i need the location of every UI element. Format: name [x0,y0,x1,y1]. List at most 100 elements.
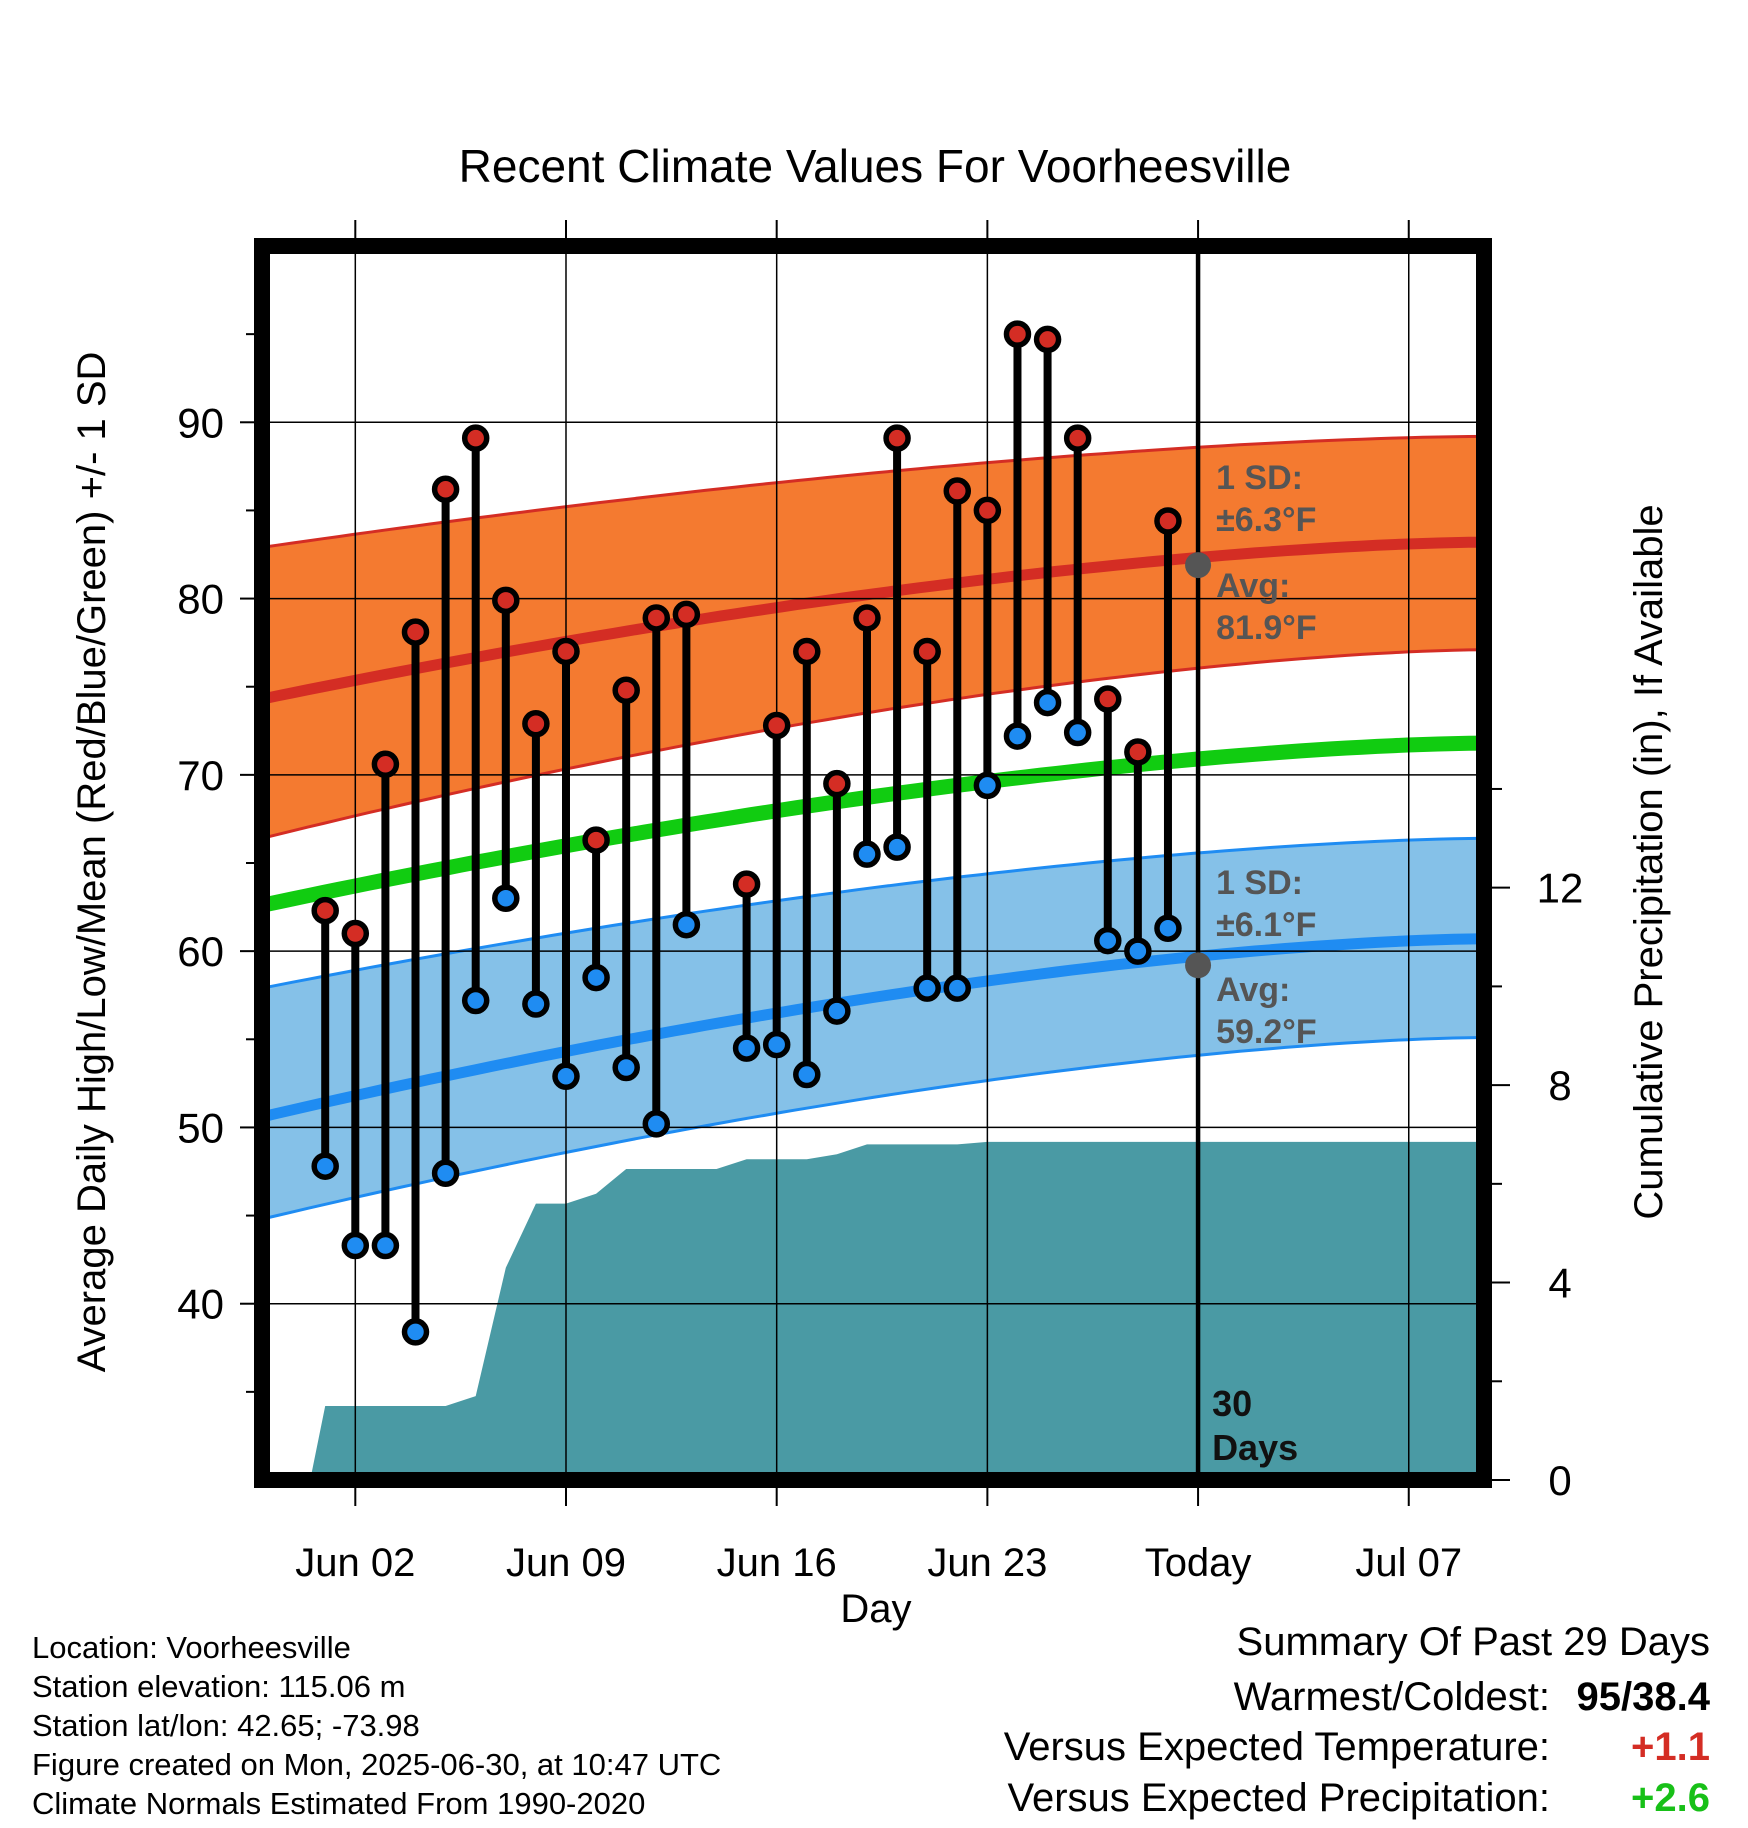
high-avg-value: 81.9°F [1216,609,1317,647]
low-point [823,997,851,1025]
high-band-upper-edge [261,434,1485,549]
x-axis-label: Day [840,1587,911,1631]
created-text: Figure created on Mon, 2025-06-30, at 10… [32,1747,722,1782]
high-point [431,475,460,504]
high-point [612,676,640,704]
today-low-avg-marker [1185,952,1212,979]
high-point [341,919,370,948]
low-point [552,1062,580,1091]
high-sd-label: 1 SD: [1216,459,1303,497]
plot-area: 1 SD: ±6.3°F Avg: 81.9°F 1 SD: ±6.1°F Avg: 59.2… [177,220,1583,1585]
temp-value: +1.1 [1631,1725,1710,1769]
high-point [1094,685,1122,713]
high-point [973,496,1002,525]
y2-tick-label: 8 [1548,1062,1571,1109]
high-point [1124,738,1152,766]
high-point [823,769,851,798]
low-avg-line [260,933,1485,1123]
low-point [793,1060,821,1089]
low-point [732,1034,761,1062]
high-point [732,870,761,898]
x-tick-label: Today [1145,1541,1252,1585]
high-point [522,709,550,738]
high-point [943,477,972,505]
low-point [672,910,701,939]
low-point [522,990,550,1018]
x-tick-label: Jun 09 [506,1541,626,1585]
low-sd-label: 1 SD: [1216,864,1303,902]
low-sd-value: ±6.1°F [1216,906,1316,944]
low-point [492,884,520,913]
high-point [1063,424,1092,452]
high-point [642,604,671,632]
high-point [793,637,821,666]
high-point [913,637,941,666]
chart-title: Recent Climate Values For Voorheesville [459,140,1292,192]
low-point [1094,926,1122,955]
low-point [1124,937,1152,965]
high-point [1154,507,1182,535]
y-tick-label: 40 [177,1281,224,1328]
low-avg-value: 59.2°F [1216,1013,1317,1051]
high-point [371,750,400,779]
low-point [1154,914,1182,942]
low-point [341,1231,370,1260]
high-point [492,586,520,615]
precip-label: Versus Expected Precipitation: [1007,1776,1550,1820]
low-point [973,771,1002,800]
precip-value: +2.6 [1631,1776,1710,1820]
days-label-number: 30 [1212,1383,1252,1424]
x-tick-label: Jun 23 [927,1541,1047,1585]
x-tick-label: Jul 07 [1355,1541,1462,1585]
high-point [582,826,610,854]
summary-title: Summary Of Past 29 Days [1236,1620,1710,1664]
latlon-text: Station lat/lon: 42.65; -73.98 [32,1708,420,1743]
high-sd-value: ±6.3°F [1216,501,1316,539]
low-avg-label: Avg: [1216,971,1290,1009]
low-point [762,1030,791,1059]
low-point [1033,688,1062,717]
warm-cold-value: 95/38.4 [1576,1675,1710,1719]
low-point [853,840,881,868]
y-axis-label: Average Daily High/Low/Mean (Red/Blue/Gr… [70,352,114,1373]
high-avg-label: Avg: [1216,567,1290,605]
low-point [883,833,911,861]
location-text: Location: Voorheesville [32,1630,351,1665]
low-point [371,1231,400,1260]
low-band-lower-edge [261,1036,1485,1221]
y-tick-label: 50 [177,1104,224,1151]
low-point [612,1053,640,1082]
normals-text: Climate Normals Estimated From 1990-2020 [32,1786,646,1821]
high-point [1033,325,1062,354]
warm-cold-label: Warmest/Coldest: [1233,1675,1550,1719]
temp-label: Versus Expected Temperature: [1003,1725,1550,1769]
high-point [311,896,339,925]
low-point [582,963,610,992]
low-point [431,1159,460,1188]
today-high-avg-marker [1185,552,1212,579]
plot-frame [254,238,1492,1488]
y-tick-label: 60 [177,928,224,975]
days-label-text: Days [1212,1427,1298,1468]
x-tick-label: Jun 02 [295,1541,415,1585]
low-point [461,986,490,1015]
low-point [943,974,972,1002]
high-point [672,600,701,629]
high-point [853,604,881,632]
high-point [883,424,911,452]
low-point [913,974,941,1002]
low-point [642,1110,671,1138]
precip-area [310,1141,1484,1480]
high-avg-line [260,536,1485,705]
low-point [1063,718,1092,747]
low-band-upper-edge [261,836,1485,990]
low-point [401,1318,430,1346]
x-tick-label: Jun 16 [717,1541,837,1585]
y2-tick-label: 0 [1548,1457,1571,1504]
high-point [552,637,580,666]
high-band-lower-edge [261,648,1485,840]
elevation-text: Station elevation: 115.06 m [32,1669,406,1704]
y-tick-label: 70 [177,752,224,799]
mean-normal-line [260,735,1485,913]
y-tick-label: 80 [177,576,224,623]
